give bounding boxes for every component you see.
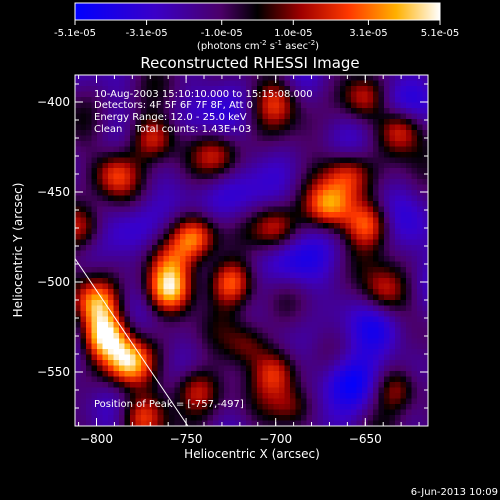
footer-date: 6-Jun-2013 10:09	[411, 487, 498, 498]
colorbar-frame	[74, 2, 441, 21]
peak-position: Position of Peak = [-757,-497]	[94, 399, 244, 410]
colorbar-tick-label: -5.1e-05	[54, 28, 96, 39]
colorbar-tick-label: -3.1e-05	[126, 28, 168, 39]
chart-title: Reconstructed RHESSI Image	[140, 54, 359, 72]
colorbar-tick-label: 5.1e-05	[421, 28, 459, 39]
colorbar-gradient	[75, 3, 440, 20]
heatmap-raster	[75, 75, 428, 426]
x-tick-label: −700	[259, 432, 292, 446]
y-axis-ticks	[75, 83, 428, 427]
colorbar-tick-label: 3.1e-05	[349, 28, 387, 39]
plot-frame	[74, 74, 429, 427]
colorbar-tick-label: 1.0e-05	[274, 28, 312, 39]
colorbar-units-exp2: -1	[275, 39, 282, 47]
info-line-clean: Clean Total counts: 1.43E+03	[94, 124, 251, 135]
colorbar-units-exp3: -2	[308, 39, 315, 47]
y-axis-tick-labels: −400 −450 −500 −550	[37, 95, 70, 379]
colorbar-tick-labels: -5.1e-05 -3.1e-05 -1.0e-05 1.0e-05 3.1e-05 5.…	[54, 28, 459, 39]
x-tick-label: −800	[80, 432, 113, 446]
colorbar-units-exp1: -2	[260, 39, 267, 47]
colorbar-tick-label: -1.0e-05	[201, 28, 243, 39]
solar-limb-line	[74, 258, 189, 427]
y-axis-label: Heliocentric Y (arcsec)	[11, 183, 25, 318]
x-axis-ticks	[78, 75, 420, 426]
y-tick-label: −550	[37, 365, 70, 379]
colorbar-ticks	[74, 20, 441, 25]
info-line-time: 10-Aug-2003 15:10:10.000 to 15:15:08.000	[94, 89, 313, 100]
y-tick-label: −500	[37, 275, 70, 289]
colorbar: -5.1e-05 -3.1e-05 -1.0e-05 1.0e-05 3.1e-05 5.…	[54, 2, 459, 52]
x-axis-label: Heliocentric X (arcsec)	[184, 447, 320, 461]
y-tick-label: −400	[37, 95, 70, 109]
colorbar-units-prefix: (photons cm	[197, 41, 260, 52]
colorbar-units-suffix: )	[315, 41, 319, 52]
info-line-detectors: Detectors: 4F 5F 6F 7F 8F, Att 0	[94, 100, 253, 111]
x-axis-tick-labels: −800 −750 −700 −650	[80, 432, 382, 446]
colorbar-units-mid1: s	[267, 41, 275, 52]
y-tick-label: −450	[37, 185, 70, 199]
x-tick-label: −650	[349, 432, 382, 446]
heatmap-image	[74, 74, 429, 427]
observation-info: 10-Aug-2003 15:10:10.000 to 15:15:08.000…	[94, 89, 313, 135]
info-line-energy: Energy Range: 12.0 - 25.0 keV	[94, 112, 247, 123]
colorbar-units: (photons cm-2 s-1 asec-2)	[197, 39, 319, 52]
colorbar-units-mid2: asec	[282, 41, 308, 52]
x-tick-label: −750	[170, 432, 203, 446]
